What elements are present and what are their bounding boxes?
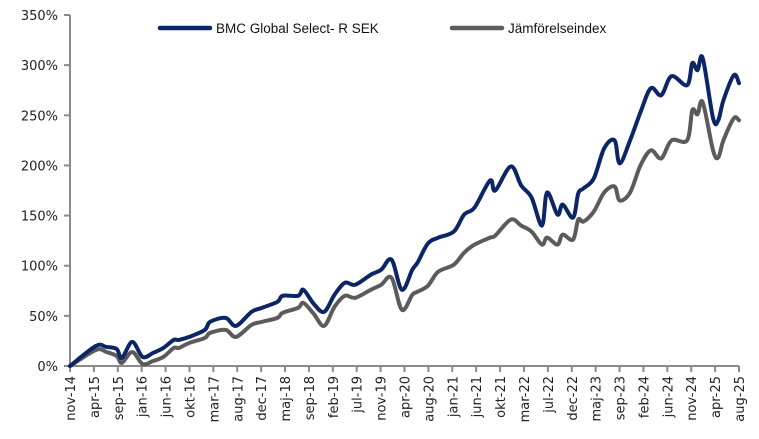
legend: BMC Global Select- R SEK Jämförelseindex [157,21,607,36]
x-tick-label: sep-23 [614,376,629,420]
x-tick-label: sep-15 [112,376,127,420]
x-tick-label: jun-21 [470,376,485,418]
x-tick-label: nov-24 [685,376,700,421]
x-tick-label: mar-17 [207,376,222,422]
x-tick-label: apr-25 [709,376,724,418]
series-line-index [68,98,741,368]
x-tick-label: maj-18 [279,376,294,421]
x-tick-label: okt-16 [183,376,198,418]
x-tick-label: okt-21 [494,376,509,418]
y-tick-label: 250% [21,109,58,124]
y-tick-label: 350% [21,9,58,24]
x-tick-label: feb-19 [327,376,342,418]
series-line-fund [68,54,741,368]
y-tick-label: 100% [21,260,58,275]
legend-label-fund: BMC Global Select- R SEK [216,21,379,36]
x-tick-label: jul-22 [542,376,557,414]
x-tick-label: jan-21 [446,376,461,418]
y-tick-label: 150% [21,210,58,225]
x-tick-label: dec-22 [566,376,581,421]
x-tick-label: sep-18 [303,376,318,420]
axes: 0% 50% 100% 150% 200% 250% 300% 350% nov-14 apr-1… [21,9,748,422]
x-tick-label: mar-22 [518,376,533,422]
x-tick-label: maj-23 [590,376,605,421]
x-tick-label: jun-16 [160,376,175,418]
x-tick-label: jul-19 [351,376,366,414]
y-tick-label: 300% [21,59,58,74]
x-tick-label: nov-14 [64,376,79,421]
x-tick-label: aug-17 [231,376,246,422]
x-tick-label: apr-20 [399,376,414,418]
x-tick-label: aug-20 [422,376,437,422]
series-group [68,54,741,368]
y-tick-label: 0% [37,360,58,375]
x-tick-label: jan-16 [136,376,151,418]
y-tick-label: 200% [21,159,58,174]
x-tick-label: feb-24 [637,376,652,418]
x-tick-label: aug-25 [733,376,748,422]
legend-label-index: Jämförelseindex [508,21,607,36]
x-tick-label: apr-15 [88,376,103,418]
x-tick-label: jun-24 [661,376,676,418]
y-tick-label: 50% [29,310,58,325]
x-tick-label: nov-19 [375,376,390,421]
x-tick-label: dec-17 [255,376,270,421]
